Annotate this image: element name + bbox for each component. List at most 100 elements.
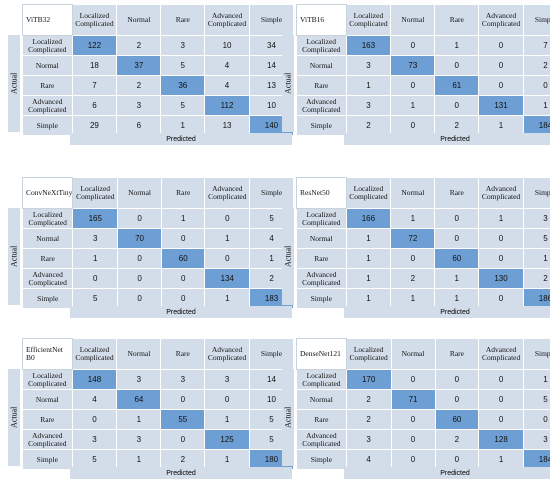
matrix-cell: 61 [434, 75, 480, 96]
confusion-matrix: ViTB16 Localized Complicated Normal Rare Adv… [282, 4, 550, 150]
matrix-cell: 1 [345, 288, 392, 309]
model-title: ResNet50 [296, 177, 347, 209]
matrix-cell: 1 [434, 268, 480, 289]
column-label: Advanced Complicated [204, 177, 251, 209]
matrix-cell: 1 [390, 95, 436, 116]
model-title: EfficientNet B0 [22, 338, 73, 370]
column-label: Simple [522, 4, 550, 36]
matrix-cell: 4 [204, 55, 250, 76]
matrix-cell: 6 [71, 95, 118, 116]
row-label: Advanced Complicated [296, 268, 347, 289]
matrix-cell: 6 [116, 115, 162, 136]
matrix-cell: 3 [116, 429, 162, 450]
matrix-cell: 0 [204, 248, 251, 269]
matrix-cell: 1 [434, 288, 480, 309]
matrix-cell: 0 [478, 228, 524, 249]
matrix-cell: 1 [522, 95, 550, 116]
actual-axis-label: Actual [9, 406, 19, 429]
predicted-axis-label: Predicted [344, 467, 550, 479]
column-label: Rare [434, 4, 480, 36]
matrix-table: ResNet50 Localized Complicated Normal Rare A… [296, 177, 550, 309]
row-label: Normal [296, 228, 347, 249]
row-label: Simple [21, 288, 74, 309]
matrix-cell: 112 [204, 95, 250, 116]
actual-axis-bar [282, 369, 294, 466]
row-label: Normal [22, 389, 73, 410]
matrix-cell: 0 [161, 288, 206, 309]
actual-axis-label: Actual [9, 72, 19, 95]
matrix-cell: 5 [160, 95, 206, 116]
actual-axis-label: Actual [283, 72, 293, 95]
matrix-cell: 37 [116, 55, 162, 76]
column-label: Normal [117, 177, 163, 209]
column-label: Normal [390, 338, 436, 370]
matrix-cell: 1 [390, 208, 436, 229]
matrix-cell: 0 [434, 208, 480, 229]
row-label: Localized Complicated [22, 369, 73, 390]
matrix-cell: 3 [345, 429, 392, 450]
column-label: Rare [434, 338, 480, 370]
matrix-cell: 55 [160, 409, 206, 430]
matrix-cell: 184 [522, 449, 550, 470]
matrix-cell: 0 [161, 268, 206, 289]
matrix-cell: 1 [116, 449, 162, 470]
column-label: Localized Complicated [345, 177, 392, 209]
matrix-cell: 2 [522, 268, 550, 289]
matrix-cell: 0 [390, 409, 436, 430]
matrix-cell: 1 [160, 115, 206, 136]
matrix-cell: 0 [161, 228, 206, 249]
matrix-cell: 0 [434, 228, 480, 249]
matrix-cell: 131 [478, 95, 524, 116]
row-label: Advanced Complicated [296, 95, 347, 116]
matrix-cell: 0 [478, 248, 524, 269]
matrix-cell: 0 [117, 268, 163, 289]
matrix-cell: 7 [71, 75, 118, 96]
column-label: Localized Complicated [72, 177, 119, 209]
matrix-cell: 5 [522, 389, 550, 410]
matrix-cell: 0 [390, 75, 436, 96]
row-label: Rare [296, 75, 347, 96]
matrix-cell: 4 [204, 75, 250, 96]
matrix-cell: 1 [478, 208, 524, 229]
matrix-cell: 2 [434, 429, 480, 450]
column-label: Rare [160, 4, 206, 36]
column-label: Localized Complicated [71, 338, 118, 370]
predicted-axis-label: Predicted [344, 133, 550, 145]
row-label: Localized Complicated [296, 35, 347, 56]
column-label: Normal [116, 4, 162, 36]
matrix-cell: 170 [345, 369, 392, 390]
matrix-cell: 5 [522, 228, 550, 249]
column-label: Normal [390, 4, 436, 36]
actual-axis-bar [282, 208, 294, 305]
matrix-cell: 130 [478, 268, 524, 289]
column-label: Advanced Complicated [478, 338, 524, 370]
matrix-table: EfficientNet B0 Localized Complicated Norm… [22, 338, 295, 470]
matrix-cell: 0 [478, 288, 524, 309]
matrix-cell: 1 [204, 228, 251, 249]
column-label: Normal [390, 177, 436, 209]
column-label: Simple [248, 338, 295, 370]
row-label: Rare [22, 409, 73, 430]
matrix-cell: 72 [390, 228, 436, 249]
matrix-cell: 0 [117, 288, 163, 309]
row-label: Simple [296, 288, 347, 309]
matrix-cell: 0 [478, 369, 524, 390]
column-label: Localized Complicated [345, 338, 392, 370]
matrix-cell: 163 [345, 35, 392, 56]
predicted-axis-label: Predicted [70, 133, 292, 145]
predicted-axis-label: Predicted [70, 306, 292, 318]
row-label: Simple [296, 449, 347, 470]
actual-axis-bar [282, 35, 294, 132]
row-label: Localized Complicated [296, 208, 347, 229]
row-label: Normal [296, 389, 347, 410]
column-label: Rare [434, 177, 480, 209]
matrix-cell: 7 [522, 35, 550, 56]
row-label: Simple [22, 449, 73, 470]
matrix-table: ViTB16 Localized Complicated Normal Rare Adv… [296, 4, 550, 136]
matrix-cell: 166 [345, 208, 392, 229]
matrix-cell: 1 [345, 268, 392, 289]
matrix-cell: 0 [204, 389, 250, 410]
row-label: Advanced Complicated [22, 429, 73, 450]
row-label: Normal [296, 55, 347, 76]
matrix-cell: 125 [204, 429, 250, 450]
